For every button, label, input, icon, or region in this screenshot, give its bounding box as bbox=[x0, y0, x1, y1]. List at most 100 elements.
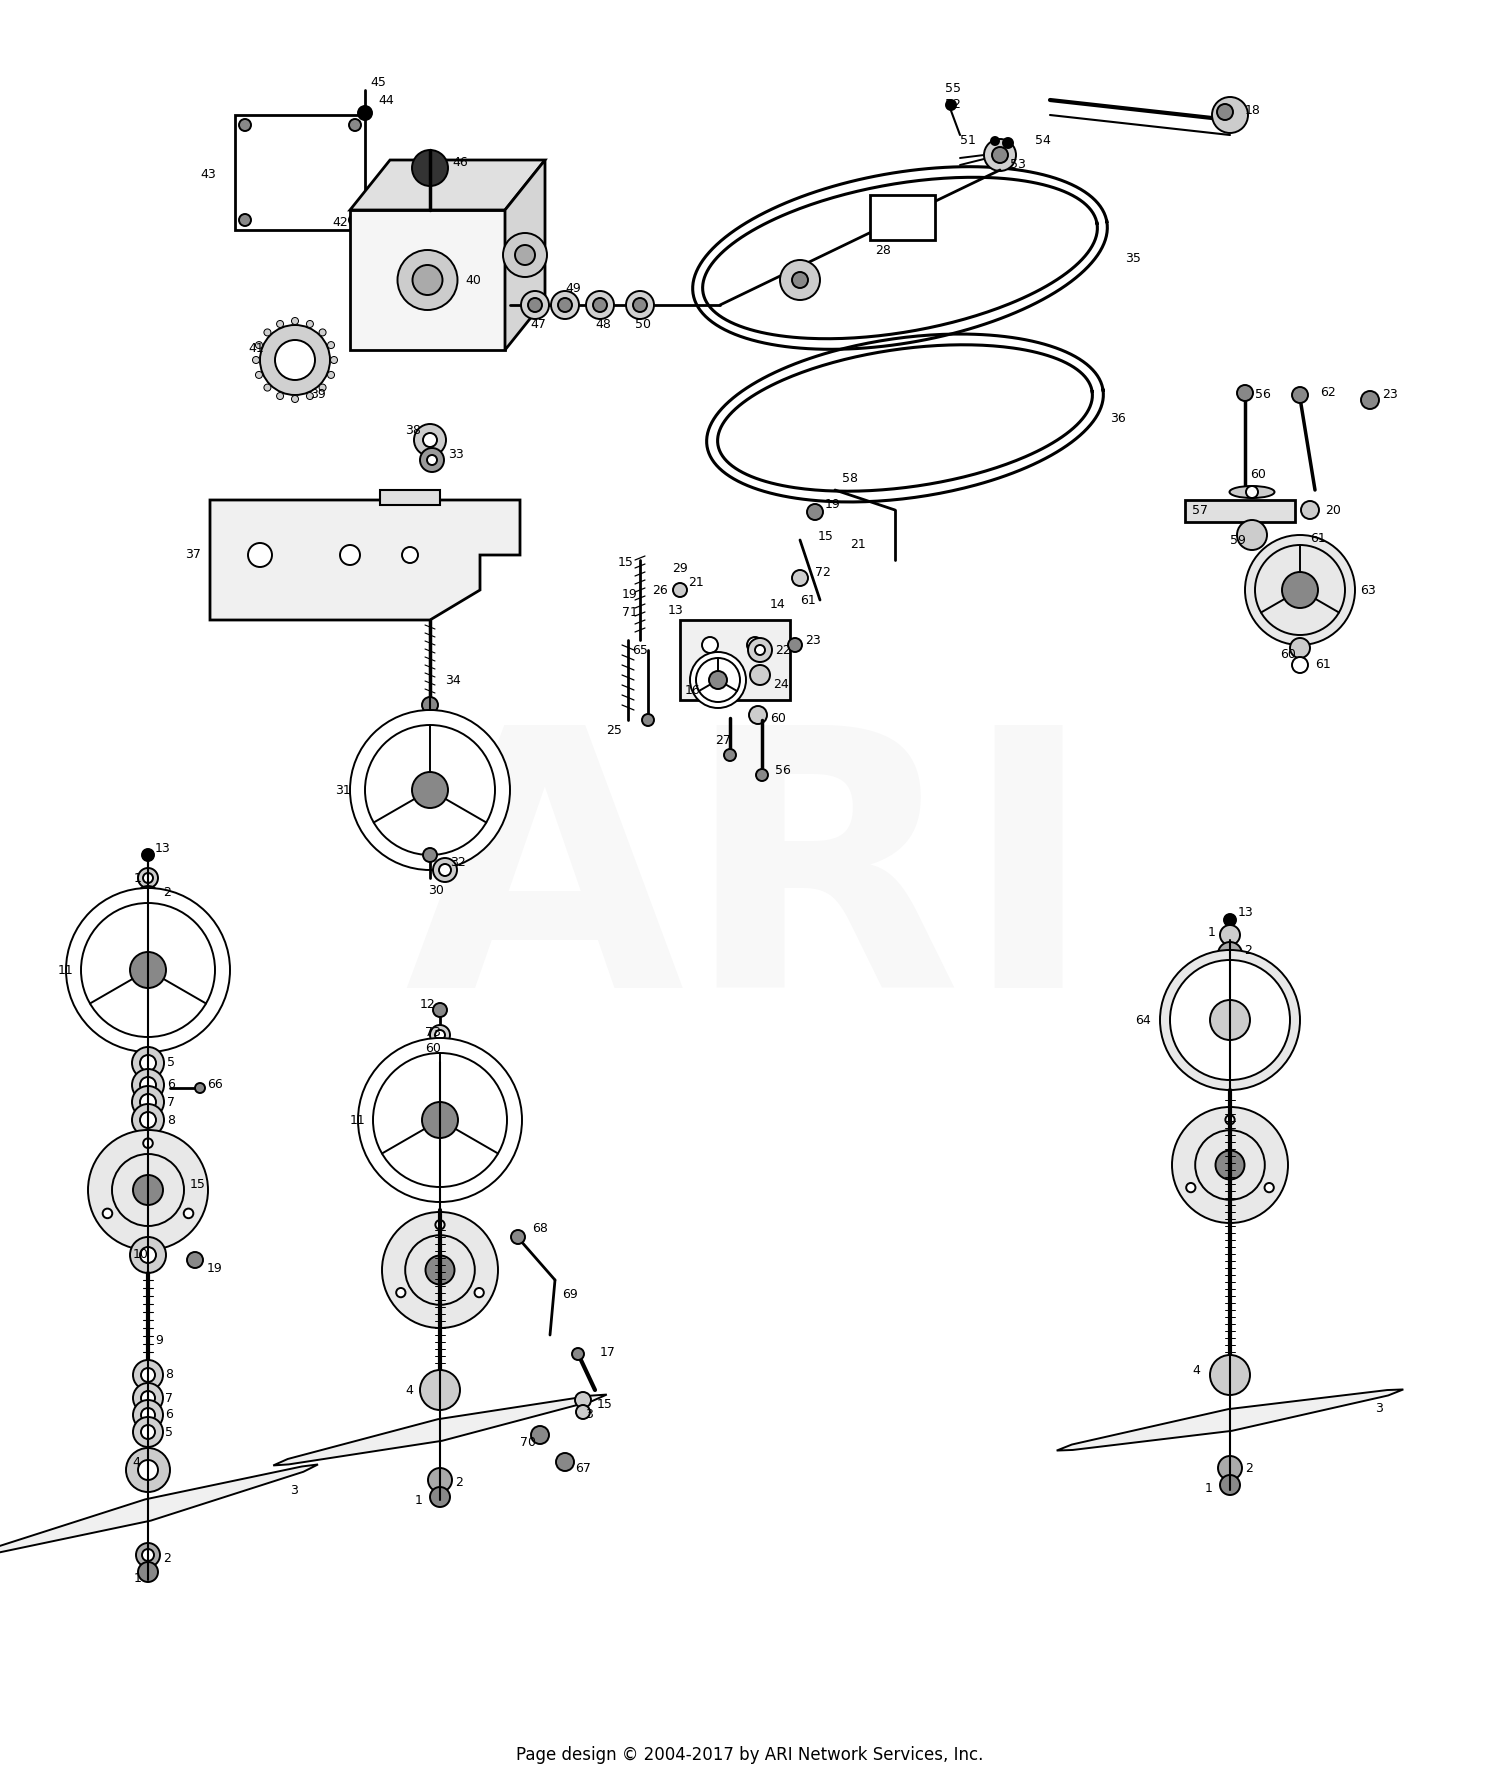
Circle shape bbox=[350, 119, 361, 131]
Circle shape bbox=[81, 903, 214, 1038]
Text: 44: 44 bbox=[378, 94, 393, 107]
Circle shape bbox=[264, 384, 272, 391]
Circle shape bbox=[674, 583, 687, 597]
Circle shape bbox=[138, 1562, 158, 1582]
Circle shape bbox=[260, 325, 330, 394]
Circle shape bbox=[1004, 139, 1013, 147]
Text: 45: 45 bbox=[370, 76, 386, 89]
Circle shape bbox=[88, 1130, 209, 1249]
Circle shape bbox=[1282, 572, 1318, 608]
Circle shape bbox=[426, 1256, 454, 1285]
Bar bbox=[870, 195, 934, 240]
Circle shape bbox=[724, 748, 736, 761]
Text: 2: 2 bbox=[164, 887, 171, 899]
Circle shape bbox=[327, 371, 334, 379]
Text: 5: 5 bbox=[165, 1425, 172, 1439]
Text: 59: 59 bbox=[1230, 533, 1246, 547]
Circle shape bbox=[195, 1082, 206, 1093]
Text: 7: 7 bbox=[165, 1391, 172, 1404]
Text: 4: 4 bbox=[405, 1384, 412, 1397]
Text: 15: 15 bbox=[597, 1398, 613, 1411]
Text: 51: 51 bbox=[960, 133, 976, 146]
Text: 19: 19 bbox=[825, 499, 840, 512]
Circle shape bbox=[427, 1468, 451, 1493]
Circle shape bbox=[132, 1086, 164, 1118]
Text: 62: 62 bbox=[1320, 386, 1335, 398]
Text: 7: 7 bbox=[166, 1095, 176, 1109]
Circle shape bbox=[1256, 546, 1346, 634]
Text: 8: 8 bbox=[165, 1368, 172, 1381]
Text: 34: 34 bbox=[446, 673, 460, 686]
Text: 23: 23 bbox=[806, 633, 820, 647]
Text: 3: 3 bbox=[290, 1484, 298, 1496]
Bar bbox=[236, 116, 364, 229]
Text: 61: 61 bbox=[1310, 531, 1326, 544]
Circle shape bbox=[558, 299, 572, 313]
Circle shape bbox=[306, 393, 314, 400]
Circle shape bbox=[350, 711, 510, 871]
Text: 66: 66 bbox=[207, 1079, 222, 1091]
Text: 65: 65 bbox=[632, 643, 648, 656]
Text: 3: 3 bbox=[1376, 1402, 1383, 1414]
Circle shape bbox=[398, 251, 458, 309]
Text: 36: 36 bbox=[1110, 412, 1125, 425]
Text: 16: 16 bbox=[686, 684, 700, 697]
Circle shape bbox=[264, 329, 272, 336]
Circle shape bbox=[992, 147, 1008, 163]
Circle shape bbox=[134, 1416, 164, 1446]
Text: 8: 8 bbox=[166, 1114, 176, 1127]
Circle shape bbox=[690, 652, 746, 707]
Circle shape bbox=[291, 396, 298, 403]
Circle shape bbox=[188, 1253, 202, 1269]
Text: 33: 33 bbox=[448, 448, 464, 462]
Circle shape bbox=[320, 329, 326, 336]
Text: 61: 61 bbox=[1316, 659, 1330, 672]
Circle shape bbox=[252, 357, 260, 364]
Text: 1: 1 bbox=[416, 1493, 423, 1507]
Text: 1: 1 bbox=[134, 871, 142, 885]
Text: 60: 60 bbox=[1250, 469, 1266, 482]
Circle shape bbox=[140, 1095, 156, 1111]
Circle shape bbox=[183, 1208, 194, 1219]
Circle shape bbox=[340, 546, 360, 565]
Circle shape bbox=[572, 1349, 584, 1359]
Polygon shape bbox=[0, 1464, 318, 1555]
Text: 48: 48 bbox=[596, 318, 610, 332]
Circle shape bbox=[142, 892, 154, 904]
Circle shape bbox=[427, 455, 436, 466]
Text: 71: 71 bbox=[622, 606, 638, 618]
Circle shape bbox=[520, 291, 549, 320]
Text: 22: 22 bbox=[776, 643, 790, 656]
Text: 23: 23 bbox=[1382, 389, 1398, 402]
Circle shape bbox=[140, 1056, 156, 1072]
Circle shape bbox=[134, 1400, 164, 1430]
Circle shape bbox=[1246, 485, 1258, 498]
Polygon shape bbox=[1056, 1390, 1404, 1450]
Circle shape bbox=[142, 849, 154, 862]
Circle shape bbox=[140, 1112, 156, 1128]
Circle shape bbox=[1292, 657, 1308, 673]
Circle shape bbox=[238, 213, 250, 226]
Circle shape bbox=[1238, 386, 1252, 402]
Text: 13: 13 bbox=[154, 842, 171, 855]
Text: 10: 10 bbox=[134, 1249, 148, 1262]
Circle shape bbox=[134, 1383, 164, 1413]
Circle shape bbox=[1218, 1455, 1242, 1480]
Circle shape bbox=[723, 663, 736, 677]
Circle shape bbox=[780, 259, 820, 300]
Text: 69: 69 bbox=[562, 1288, 578, 1301]
Text: 72: 72 bbox=[815, 565, 831, 579]
Text: 29: 29 bbox=[672, 562, 687, 574]
Circle shape bbox=[141, 1425, 154, 1439]
Text: 6: 6 bbox=[165, 1409, 172, 1422]
Circle shape bbox=[1300, 501, 1318, 519]
Text: 13: 13 bbox=[668, 604, 684, 617]
Text: 6: 6 bbox=[166, 1079, 176, 1091]
Text: 27: 27 bbox=[716, 734, 730, 746]
Circle shape bbox=[435, 1031, 445, 1040]
Text: 21: 21 bbox=[850, 538, 865, 551]
Circle shape bbox=[1210, 1356, 1249, 1395]
Text: ARI: ARI bbox=[404, 714, 1096, 1063]
Text: 12: 12 bbox=[420, 999, 435, 1011]
Circle shape bbox=[440, 864, 452, 876]
